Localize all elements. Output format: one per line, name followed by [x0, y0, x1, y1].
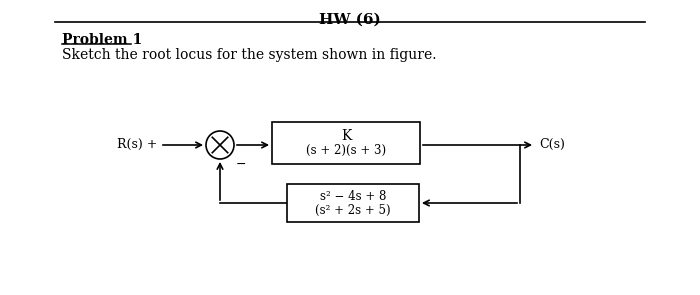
- FancyBboxPatch shape: [272, 122, 420, 164]
- Text: R(s) +: R(s) +: [117, 137, 157, 150]
- FancyBboxPatch shape: [287, 184, 419, 222]
- Text: Problem 1: Problem 1: [62, 33, 142, 47]
- Text: K: K: [341, 129, 351, 143]
- Text: s² − 4s + 8: s² − 4s + 8: [320, 189, 386, 202]
- Text: −: −: [236, 158, 246, 171]
- Text: (s + 2)(s + 3): (s + 2)(s + 3): [306, 143, 386, 157]
- Text: HW (6): HW (6): [319, 13, 381, 27]
- Text: (s² + 2s + 5): (s² + 2s + 5): [315, 204, 391, 217]
- Text: Sketch the root locus for the system shown in figure.: Sketch the root locus for the system sho…: [62, 48, 437, 62]
- Text: C(s): C(s): [539, 137, 565, 150]
